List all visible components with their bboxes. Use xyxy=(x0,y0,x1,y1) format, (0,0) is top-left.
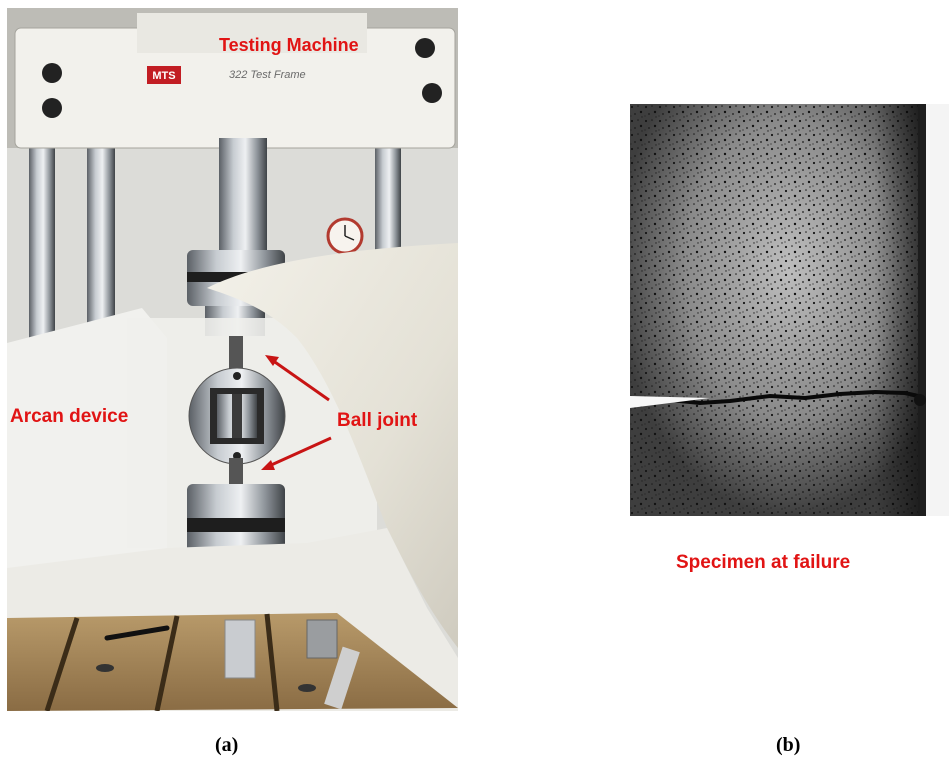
crack-opening-glare xyxy=(630,396,710,408)
label-arcan-device: Arcan device xyxy=(10,406,129,427)
white-drape xyxy=(207,243,458,648)
label-specimen-at-failure: Specimen at failure xyxy=(676,552,851,573)
frame-model-text: 322 Test Frame xyxy=(229,69,306,81)
actuator-rod xyxy=(219,138,267,250)
label-ball-joint: Ball joint xyxy=(337,410,418,431)
testing-machine-illustration: MTS 322 Test Frame xyxy=(7,8,458,711)
ball-joint-arrow-lower xyxy=(268,436,332,468)
crack xyxy=(630,389,919,406)
specimen-photo xyxy=(630,104,949,516)
mts-logo xyxy=(147,66,181,84)
ball-joint-arrow-upper xyxy=(271,358,330,402)
testing-machine-photo: MTS 322 Test Frame xyxy=(7,8,458,711)
speckle-specimen-illustration xyxy=(630,104,949,516)
caption-b: (b) xyxy=(776,734,801,756)
caption-a: (a) xyxy=(215,734,239,756)
aluminium-block xyxy=(224,619,256,679)
label-testing-machine: Testing Machine xyxy=(219,35,359,55)
mts-logo-text: MTS xyxy=(152,70,175,82)
marker-pen xyxy=(104,625,170,641)
